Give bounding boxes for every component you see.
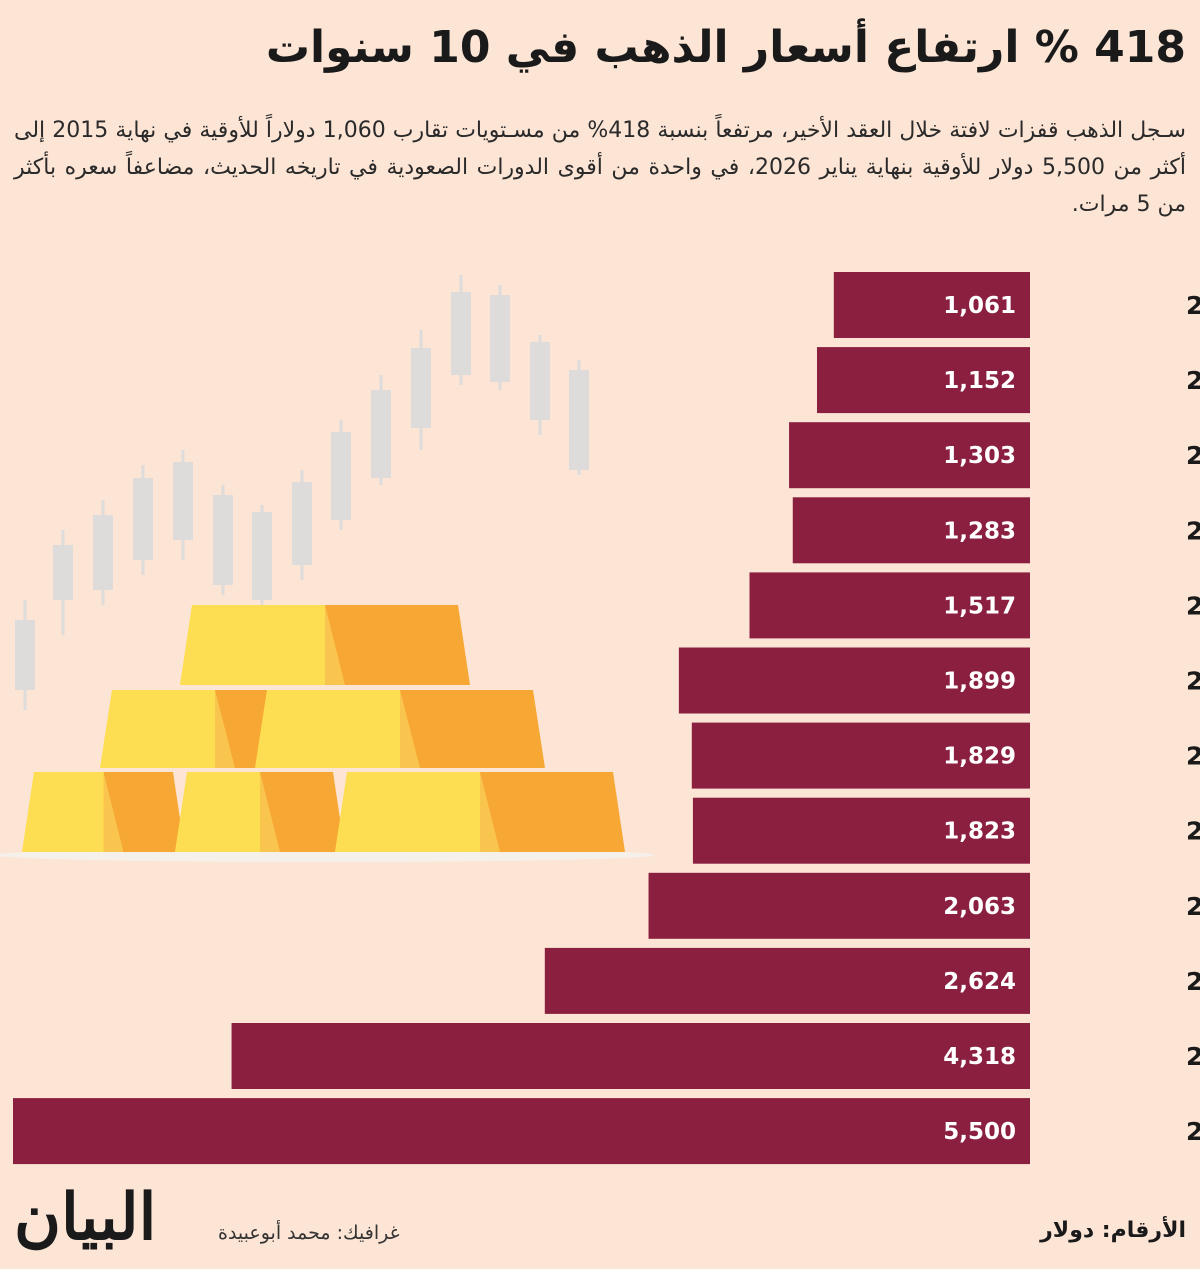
bar: [833, 272, 1030, 338]
bar: [231, 1023, 1030, 1089]
albayan-logo: البيان: [14, 1180, 157, 1255]
year-label: 2020: [1186, 667, 1200, 696]
bar-value-label: 1,303: [943, 443, 1016, 469]
candle-body: [371, 390, 391, 478]
year-label: 2023: [1186, 892, 1200, 921]
year-label: 2025: [1186, 1042, 1200, 1071]
year-label: 2024: [1186, 967, 1200, 996]
candle-body: [173, 462, 193, 540]
bar: [544, 947, 1030, 1014]
candle-body: [252, 512, 272, 600]
gold-bar: [103, 772, 185, 852]
bar: [792, 497, 1030, 564]
candle-body: [292, 482, 312, 565]
bar-value-label: 1,061: [943, 293, 1016, 319]
gold-bar: [400, 690, 545, 768]
bar: [789, 422, 1030, 489]
bar-value-label: 1,829: [943, 744, 1016, 770]
year-label: 2016: [1186, 366, 1200, 395]
candle-body: [133, 478, 153, 560]
year-label: 2015: [1186, 291, 1200, 320]
bar-value-label: 2,624: [943, 969, 1016, 995]
candle-body: [331, 432, 351, 520]
year-label: 2018: [1186, 516, 1200, 545]
gold-bar: [325, 605, 470, 685]
bar-value-label: 1,152: [943, 368, 1016, 394]
year-label: 2022: [1186, 817, 1200, 846]
candlestick-decoration: [15, 275, 589, 710]
bar-value-label: 1,283: [943, 518, 1016, 544]
bar-value-label: 5,500: [943, 1119, 1016, 1145]
bar: [13, 1098, 1030, 1165]
year-label: 30 يناير 2026: [1186, 1117, 1200, 1147]
bar-value-label: 1,899: [943, 669, 1016, 695]
candle-body: [451, 292, 471, 375]
gold-bar: [260, 772, 345, 852]
candle-body: [530, 342, 550, 420]
bar-value-label: 1,823: [943, 819, 1016, 845]
bar: [691, 722, 1030, 789]
bar-value-label: 1,517: [943, 593, 1016, 619]
year-label: 2017: [1186, 441, 1200, 470]
bar: [816, 347, 1030, 414]
candle-body: [93, 515, 113, 590]
bars-group: 1,061 2015 1,152 2016 1,303 2017 1,283 2018 1,51…: [13, 272, 1200, 1165]
bar-value-label: 4,318: [943, 1044, 1016, 1070]
gold-bars-illustration: [0, 605, 655, 862]
bar: [648, 872, 1030, 939]
bar: [678, 647, 1030, 714]
bar: [749, 572, 1030, 639]
candle-body: [569, 370, 589, 470]
candle-body: [490, 295, 510, 382]
page-title: 418 % ارتفاع أسعار الذهب في 10 سنوات: [265, 22, 1186, 73]
year-label: 2021: [1186, 742, 1200, 771]
bar-value-label: 2,063: [943, 894, 1016, 920]
units-note: الأرقام: دولار: [1040, 1218, 1186, 1243]
subtitle: سـجل الذهب قفزات لافتة خلال العقد الأخير…: [14, 118, 1186, 217]
graphic-credit: غرافيك: محمد أبوعبيدة: [218, 1222, 400, 1244]
gold-bar: [480, 772, 625, 852]
candle-body: [53, 545, 73, 600]
candle-body: [213, 495, 233, 585]
bar: [692, 797, 1030, 864]
candle-body: [411, 348, 431, 428]
candle-body: [15, 620, 35, 690]
year-label: 2019: [1186, 591, 1200, 620]
